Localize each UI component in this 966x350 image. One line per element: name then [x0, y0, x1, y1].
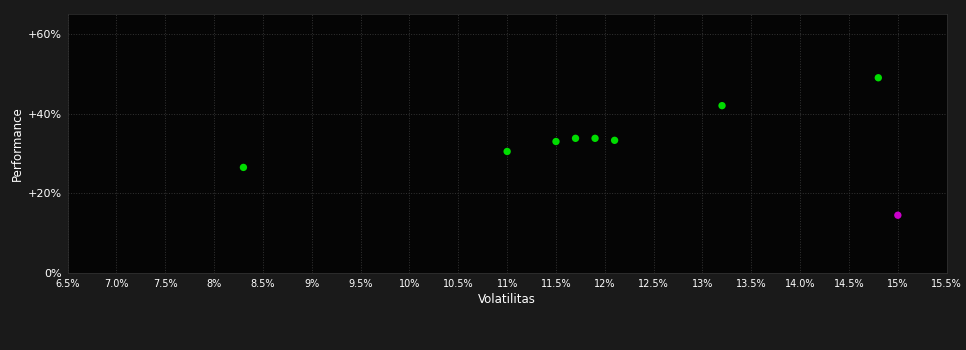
X-axis label: Volatilitas: Volatilitas	[478, 293, 536, 306]
Y-axis label: Performance: Performance	[11, 106, 24, 181]
Point	[870, 75, 886, 80]
Point	[499, 149, 515, 154]
Point	[607, 138, 622, 143]
Point	[236, 164, 251, 170]
Point	[714, 103, 729, 108]
Point	[890, 212, 905, 218]
Point	[587, 135, 603, 141]
Point	[568, 135, 583, 141]
Point	[549, 139, 564, 144]
